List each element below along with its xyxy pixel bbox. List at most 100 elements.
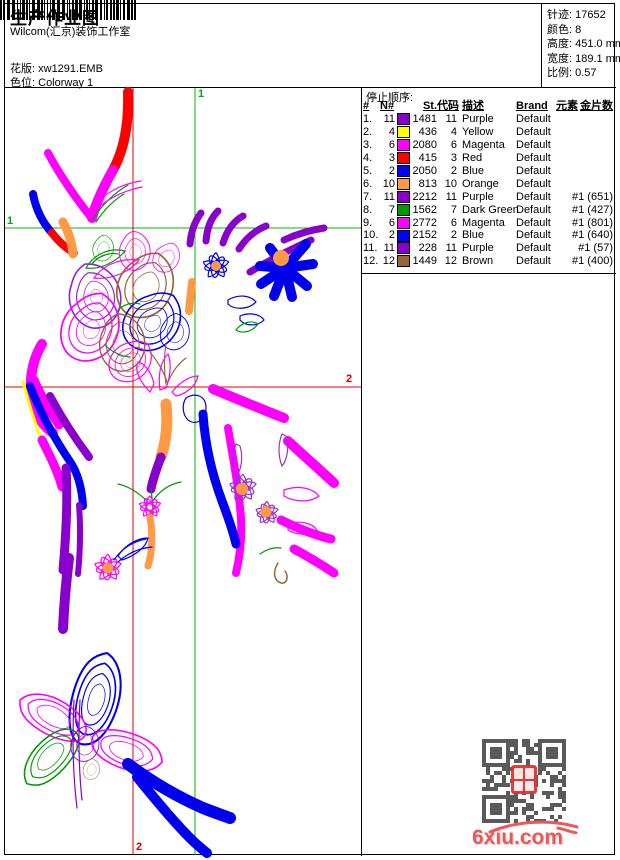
color-swatch — [397, 255, 410, 268]
stamp-glyph — [514, 768, 523, 779]
thread-brand: Default — [516, 255, 551, 268]
color-description: Red — [462, 152, 483, 165]
color-description: Purple — [462, 113, 494, 126]
needle-number: 2 — [388, 165, 395, 177]
stitch-count: 2152 — [412, 229, 437, 242]
table-row: 3. 6 2080 6 Magenta Default — [363, 139, 615, 152]
colorway-label: 色位: — [10, 77, 36, 89]
table-row: 7. 11 2212 11 Purple Default #1 (651) — [363, 190, 615, 203]
needle-number: 2 — [388, 229, 395, 242]
table-row: 9. 6 2772 6 Magenta Default #1 (801) — [363, 216, 615, 229]
row-index: 3. — [363, 139, 373, 152]
table-row: 11. 11 228 11 Purple Default #1 (57) — [363, 242, 615, 255]
stamp-glyph — [514, 780, 523, 791]
needle-number: 7 — [388, 203, 395, 216]
barcode-icon — [0, 0, 136, 20]
color-description: Purple — [462, 242, 494, 255]
sequins-cell: #1 (57) — [578, 242, 613, 255]
color-swatch — [397, 216, 410, 229]
col-sequins: 金片数 — [580, 100, 613, 113]
color-code: 10 — [444, 177, 457, 190]
needle-number: 3 — [388, 152, 395, 165]
color-swatch — [397, 190, 410, 203]
sequins-cell: #1 (801) — [572, 216, 613, 229]
col-needle: N# — [380, 100, 395, 113]
color-swatch — [397, 242, 410, 255]
colorway-value: Colorway 1 — [38, 77, 94, 89]
needle-number: 10 — [382, 177, 395, 190]
stitch-count: 436 — [418, 126, 437, 139]
stitch-count: 1449 — [412, 255, 437, 268]
stat-scale: 比例: 0.57 — [547, 67, 597, 79]
color-description: Brown — [462, 255, 494, 268]
needle-number: 6 — [388, 216, 395, 229]
row-index: 10. — [363, 229, 379, 242]
stitch-count: 813 — [418, 177, 437, 190]
color-description: Yellow — [462, 126, 494, 139]
table-row: 10. 2 2152 2 Blue Default #1 (640) — [363, 229, 615, 242]
row-index: 9. — [363, 216, 373, 229]
marker-end-bottom: 2 — [136, 841, 143, 853]
stat-stitches: 针迹: 17652 — [547, 9, 606, 21]
color-description: Magenta — [462, 139, 505, 152]
red-stamp — [511, 765, 537, 794]
table-row: 5. 2 2050 2 Blue Default — [363, 165, 615, 178]
thread-brand: Default — [516, 126, 551, 139]
stat-width: 宽度: 189.1 mm — [547, 53, 620, 65]
marker-start-left: 1 — [7, 215, 14, 227]
color-code: 7 — [450, 203, 457, 216]
col-code: 代码 — [437, 100, 459, 113]
color-swatch — [397, 152, 410, 165]
stop-sequence-table: 1. 11 1481 11 Purple Default 2. 4 436 4 … — [363, 113, 615, 268]
needle-number: 4 — [388, 126, 395, 139]
sequins-cell: #1 (651) — [572, 190, 613, 203]
color-code: 11 — [445, 190, 457, 203]
thread-brand: Default — [516, 216, 551, 229]
col-number: # — [363, 100, 370, 113]
stop-sequence-header: # N# St. 代码 描述 Brand 元素 金片数 — [363, 100, 615, 113]
needle-number: 12 — [382, 255, 395, 268]
watermark-text: 6xiu.com — [472, 826, 564, 849]
page-border — [4, 3, 615, 855]
stamp-glyph — [525, 768, 534, 779]
table-row: 6. 10 813 10 Orange Default — [363, 177, 615, 190]
stat-colors: 颜色: 8 — [547, 24, 582, 36]
page-title: 生产作业图 — [10, 9, 100, 28]
stitch-count: 2050 — [412, 165, 437, 177]
stitch-count: 2080 — [412, 139, 437, 152]
table-row: 2. 4 436 4 Yellow Default — [363, 126, 615, 139]
thread-brand: Default — [516, 177, 551, 190]
color-description: Purple — [462, 190, 494, 203]
color-code: 6 — [450, 216, 457, 229]
color-swatch — [397, 203, 410, 216]
col-stitches: St. — [422, 100, 437, 113]
needle-number: 11 — [383, 190, 395, 203]
row-index: 6. — [363, 177, 373, 190]
row-index: 1. — [363, 113, 373, 126]
thread-brand: Default — [516, 152, 551, 165]
color-description: Dark Green — [462, 203, 519, 216]
color-description: Orange — [462, 177, 499, 190]
stat-height: 高度: 451.0 mm — [547, 38, 620, 50]
stitch-count: 415 — [418, 152, 437, 165]
stitch-count: 2772 — [412, 216, 437, 229]
color-code: 11 — [445, 242, 457, 255]
table-row: 12. 12 1449 12 Brown Default #1 (400) — [363, 255, 615, 268]
sequins-cell: #1 (640) — [572, 229, 613, 242]
stats-divider — [541, 3, 542, 88]
table-bottom-border — [361, 273, 616, 274]
design-file-line: 花版: xw1291.EMB — [10, 60, 103, 76]
stop-sequence-title: 停止顺序: — [366, 92, 414, 104]
color-description: Magenta — [462, 216, 505, 229]
color-code: 2 — [450, 165, 457, 177]
table-row: 4. 3 415 3 Red Default — [363, 152, 615, 165]
row-index: 12. — [363, 255, 379, 268]
stamp-glyph — [525, 780, 534, 791]
color-swatch — [397, 126, 410, 139]
watermark: 6xiu.com — [472, 820, 602, 854]
needle-number: 6 — [388, 139, 395, 152]
needle-number: 11 — [383, 113, 395, 126]
thread-brand: Default — [516, 242, 551, 255]
colorway-line: 色位: Colorway 1 — [10, 74, 93, 90]
color-code: 11 — [445, 113, 457, 126]
